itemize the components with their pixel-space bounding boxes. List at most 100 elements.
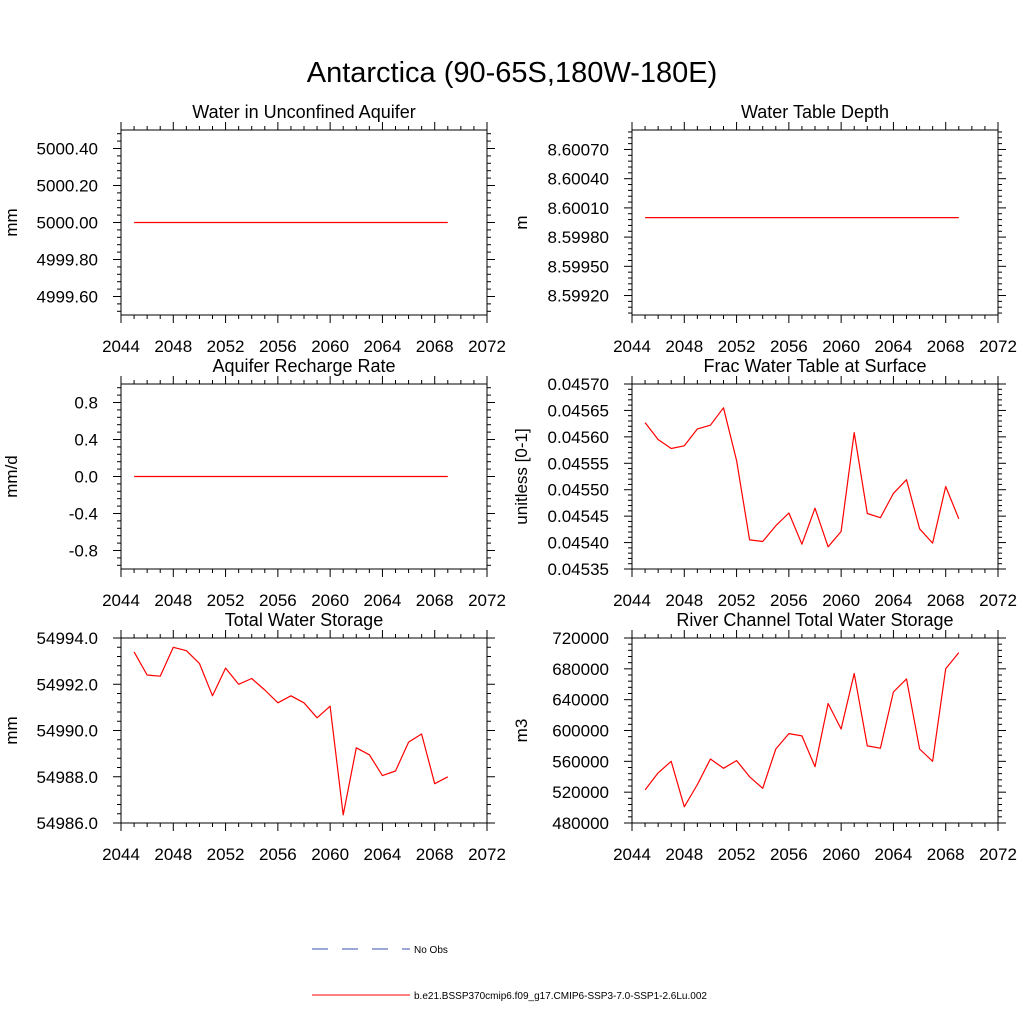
y-tick-label: 4999.60 (37, 288, 98, 307)
plot-frame (631, 383, 999, 570)
x-tick-label: 2056 (770, 337, 808, 356)
y-tick-label: 680000 (552, 660, 609, 679)
y-tick-label: 0.04570 (548, 375, 609, 394)
series-line (133, 646, 449, 816)
x-tick-label: 2048 (154, 845, 192, 864)
y-tick-label: 8.60040 (548, 170, 609, 189)
y-tick-label: 54992.0 (37, 675, 98, 694)
x-tick-label: 2052 (718, 337, 756, 356)
legend: No Obs b.e21.BSSP370cmip6.f09_g17.CMIP6-… (312, 945, 707, 1002)
x-tick-label: 2052 (207, 845, 245, 864)
chart-panel: Total Water Storage mm 2044 2048 2052 2056 206… (2, 610, 506, 864)
legend-obs-label: No Obs (414, 945, 448, 956)
y-tick-label: 720000 (552, 629, 609, 648)
chart-title: Total Water Storage (225, 610, 383, 630)
y-tick-label: 520000 (552, 783, 609, 802)
chart-title: Water Table Depth (741, 102, 889, 122)
y-axis-label: mm (2, 716, 21, 744)
x-tick-label: 2072 (979, 591, 1017, 610)
y-axis-label: mm (2, 208, 21, 236)
x-tick-label: 2052 (207, 591, 245, 610)
x-tick-label: 2052 (207, 337, 245, 356)
x-tick-label: 2068 (416, 845, 454, 864)
x-tick-label: 2068 (416, 337, 454, 356)
y-tick-label: 640000 (552, 691, 609, 710)
chart-panels: Water in Unconfined Aquifer mm 2044 2048 205… (2, 102, 1017, 864)
y-tick-label: -0.4 (69, 505, 98, 524)
series-line (644, 407, 960, 548)
chart-title: Frac Water Table at Surface (703, 356, 926, 376)
chart-panel: River Channel Total Water Storage m3 2044 2… (512, 610, 1017, 864)
x-tick-label: 2064 (875, 591, 913, 610)
x-tick-label: 2060 (311, 337, 349, 356)
y-tick-label: 0.04535 (548, 560, 609, 579)
x-tick-label: 2048 (665, 591, 703, 610)
x-tick-label: 2048 (154, 337, 192, 356)
x-tick-label: 2064 (875, 845, 913, 864)
x-tick-label: 2056 (259, 845, 297, 864)
x-tick-label: 2060 (822, 845, 860, 864)
chart-panel: Water Table Depth m 2044 2048 2052 2056 2060 20… (512, 102, 1017, 356)
plot-frame (631, 129, 999, 316)
x-tick-label: 2064 (364, 845, 402, 864)
x-tick-label: 2072 (979, 337, 1017, 356)
x-tick-label: 2048 (154, 591, 192, 610)
x-tick-label: 2072 (979, 845, 1017, 864)
chart-panel: Frac Water Table at Surface unitless [0-1… (512, 356, 1017, 610)
x-tick-label: 2048 (665, 337, 703, 356)
chart-panel: Water in Unconfined Aquifer mm 2044 2048 205… (2, 102, 506, 356)
x-tick-label: 2064 (364, 591, 402, 610)
x-tick-label: 2056 (770, 845, 808, 864)
y-axis-label: unitless [0-1] (512, 428, 531, 524)
y-tick-label: 8.60010 (548, 199, 609, 218)
x-tick-label: 2060 (311, 845, 349, 864)
chart-title: Aquifer Recharge Rate (212, 356, 395, 376)
y-tick-label: 0.04550 (548, 481, 609, 500)
y-tick-label: 54994.0 (37, 629, 98, 648)
y-tick-label: 0.04540 (548, 534, 609, 553)
x-tick-label: 2064 (364, 337, 402, 356)
y-tick-label: 8.60070 (548, 140, 609, 159)
y-tick-label: 54990.0 (37, 722, 98, 741)
x-tick-label: 2060 (822, 591, 860, 610)
y-axis-label: mm/d (2, 455, 21, 498)
x-tick-label: 2072 (468, 591, 506, 610)
y-axis-label: m (512, 215, 531, 229)
chart-title: River Channel Total Water Storage (676, 610, 953, 630)
x-tick-label: 2060 (311, 591, 349, 610)
x-tick-label: 2056 (259, 337, 297, 356)
y-tick-label: 8.59920 (548, 287, 609, 306)
plot-frame (120, 637, 488, 824)
plot-frame (631, 637, 999, 824)
x-tick-label: 2072 (468, 845, 506, 864)
x-tick-label: 2044 (613, 845, 651, 864)
series-line (644, 652, 960, 808)
x-tick-label: 2044 (613, 591, 651, 610)
y-tick-label: 5000.20 (37, 177, 98, 196)
x-tick-label: 2072 (468, 337, 506, 356)
y-tick-label: 54988.0 (37, 768, 98, 787)
y-tick-label: 0.4 (74, 431, 98, 450)
legend-model-label: b.e21.BSSP370cmip6.f09_g17.CMIP6-SSP3-7.… (414, 991, 707, 1002)
y-axis-label: m3 (512, 719, 531, 743)
y-tick-label: 0.0 (74, 468, 98, 487)
y-tick-label: 8.59950 (548, 257, 609, 276)
x-tick-label: 2044 (613, 337, 651, 356)
y-tick-label: 480000 (552, 814, 609, 833)
x-tick-label: 2052 (718, 845, 756, 864)
y-tick-label: 5000.00 (37, 214, 98, 233)
x-tick-label: 2052 (718, 591, 756, 610)
y-tick-label: 4999.80 (37, 251, 98, 270)
y-tick-label: 0.04555 (548, 454, 609, 473)
x-tick-label: 2044 (102, 337, 140, 356)
y-tick-label: 54986.0 (37, 814, 98, 833)
y-tick-label: 560000 (552, 752, 609, 771)
y-tick-label: 8.59980 (548, 228, 609, 247)
x-tick-label: 2044 (102, 845, 140, 864)
x-tick-label: 2068 (927, 337, 965, 356)
x-tick-label: 2068 (927, 845, 965, 864)
y-tick-label: 5000.40 (37, 140, 98, 159)
figure-title: Antarctica (90-65S,180W-180E) (307, 57, 718, 89)
y-tick-label: 600000 (552, 722, 609, 741)
x-tick-label: 2048 (665, 845, 703, 864)
